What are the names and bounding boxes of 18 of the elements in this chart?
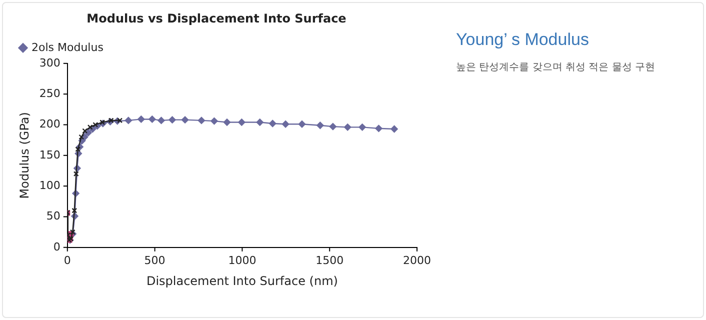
legend-label: 2ols Modulus xyxy=(32,40,104,54)
y-tick-label: 150 xyxy=(39,148,60,162)
x-axis-title: Displacement Into Surface (nm) xyxy=(146,274,338,288)
x-tick-label: 0 xyxy=(64,254,71,267)
x-tick-label: 1000 xyxy=(228,254,256,267)
x-tick-label: 1500 xyxy=(316,254,344,267)
chart-title: Modulus vs Displacement Into Surface xyxy=(86,11,346,26)
y-tick-label: 0 xyxy=(53,240,60,254)
y-tick-label: 250 xyxy=(39,86,60,100)
y-tick-label: 100 xyxy=(39,178,60,192)
x-tick-label: 500 xyxy=(144,254,166,267)
y-tick-label: 200 xyxy=(39,118,60,131)
y-axis-title: Modulus (GPa) xyxy=(17,112,32,199)
y-tick-label: 50 xyxy=(46,210,60,223)
x-tick-label: 2000 xyxy=(403,254,432,267)
text: Young’ s Modulus xyxy=(456,30,590,50)
y-tick-label: 300 xyxy=(39,56,60,70)
text: 높은 탄성계수를 갖으며 취성 적은 물성 구현 xyxy=(456,61,656,74)
